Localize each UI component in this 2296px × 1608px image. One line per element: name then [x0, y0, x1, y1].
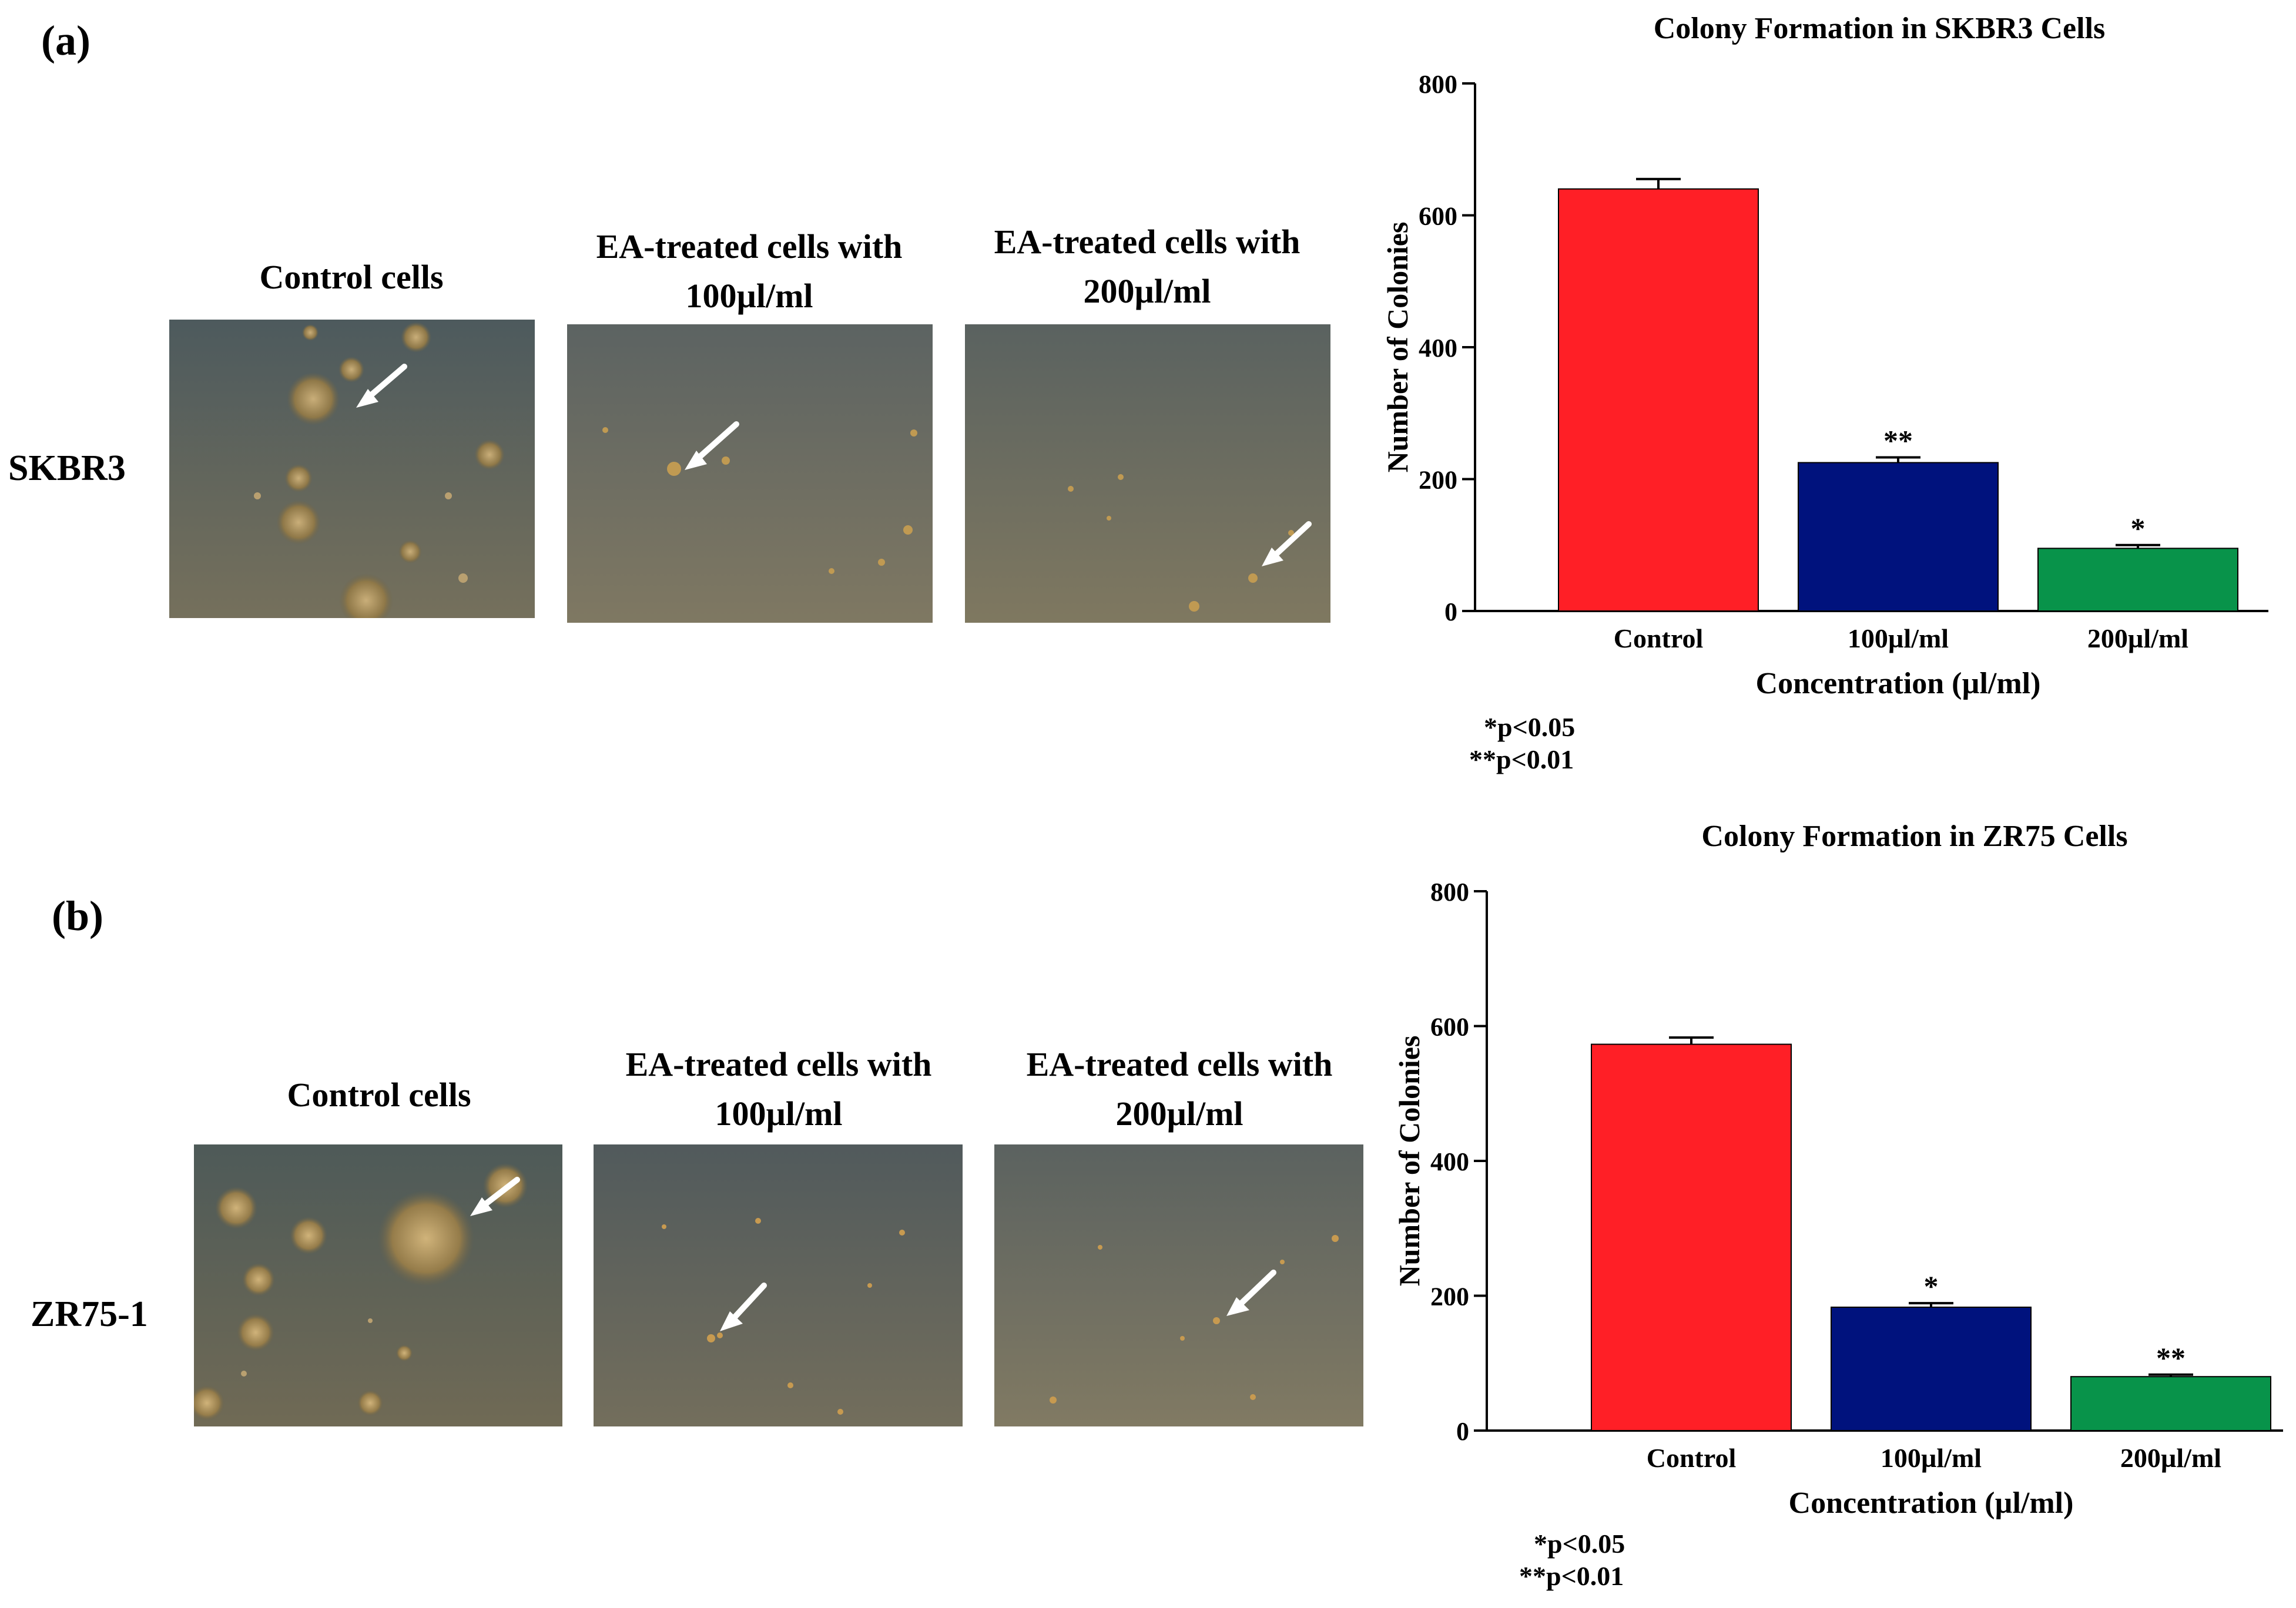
x-tick-label: Control — [1614, 623, 1704, 653]
significance-notes-a: *p<0.05 **p<0.01 — [1469, 711, 1575, 776]
caption-b-control: Control cells — [194, 1070, 564, 1120]
micrograph-zr75-200 — [994, 1144, 1363, 1426]
caption-line: 200µl/ml — [1115, 1095, 1243, 1133]
micrograph-zr75-100 — [594, 1144, 963, 1426]
significance-marker: ** — [2156, 1341, 2186, 1374]
caption-line: Control cells — [287, 1076, 471, 1114]
chart-zr75-svg: Colony Formation in ZR75 Cells 0 200 400 600… — [1393, 820, 2283, 1520]
row-label-zr75: ZR75-1 — [31, 1294, 148, 1334]
x-tick-label: 100µl/ml — [1881, 1443, 1982, 1473]
note-single-star: *p<0.05 — [1534, 1529, 1625, 1559]
caption-line: 100µl/ml — [715, 1095, 843, 1133]
bar — [1558, 188, 1759, 612]
x-axis-label: Concentration (µl/ml) — [1789, 1486, 2074, 1520]
chart-skbr3: Colony Formation in SKBR3 Cells 0 200 400 60… — [1369, 6, 2286, 729]
caption-a-100: EA-treated cells with 100µl/ml — [567, 222, 931, 321]
y-tick-label: 200 — [1419, 466, 1457, 495]
bar — [1798, 462, 1999, 612]
caption-a-200: EA-treated cells with 200µl/ml — [965, 217, 1329, 316]
caption-b-100: EA-treated cells with 100µl/ml — [594, 1040, 964, 1139]
y-tick-label: 200 — [1430, 1283, 1469, 1311]
panel-label-b: (b) — [52, 892, 103, 939]
caption-line: 100µl/ml — [685, 277, 813, 315]
y-tick-label: 600 — [1419, 202, 1457, 231]
y-tick-label: 400 — [1419, 334, 1457, 362]
y-tick-label: 0 — [1444, 597, 1457, 626]
bar — [2037, 548, 2238, 612]
micrograph-skbr3-200 — [965, 324, 1330, 623]
micrograph-zr75-control — [194, 1144, 562, 1426]
bar — [1831, 1307, 2032, 1431]
bar — [1591, 1043, 1792, 1432]
note-single-star: *p<0.05 — [1484, 712, 1576, 742]
caption-line: EA-treated cells with — [994, 223, 1300, 261]
x-tick-label: 100µl/ml — [1848, 623, 1949, 653]
micrograph-skbr3-control — [169, 320, 535, 618]
y-tick-label: 400 — [1430, 1147, 1469, 1176]
chart-title: Colony Formation in SKBR3 Cells — [1654, 12, 2106, 45]
y-tick-label: 800 — [1430, 878, 1469, 907]
x-tick-label: Control — [1647, 1443, 1737, 1473]
significance-marker: * — [1924, 1270, 1939, 1302]
caption-line: EA-treated cells with — [596, 227, 903, 266]
caption-line: 200µl/ml — [1083, 272, 1211, 311]
y-tick-label: 800 — [1419, 70, 1457, 99]
x-tick-label: 200µl/ml — [2087, 623, 2188, 653]
significance-notes-b: *p<0.05 **p<0.01 — [1519, 1528, 1625, 1592]
bar — [2070, 1376, 2271, 1432]
caption-b-200: EA-treated cells with 200µl/ml — [994, 1040, 1365, 1139]
y-axis-label: Number of Colonies — [1381, 222, 1414, 473]
caption-line: EA-treated cells with — [1026, 1045, 1333, 1083]
note-double-star: **p<0.01 — [1519, 1561, 1624, 1592]
chart-skbr3-svg: Colony Formation in SKBR3 Cells 0 200 400 60… — [1381, 12, 2268, 700]
x-axis-label: Concentration (µl/ml) — [1756, 667, 2041, 700]
chart-title: Colony Formation in ZR75 Cells — [1701, 820, 2127, 853]
x-tick-label: 200µl/ml — [2120, 1443, 2221, 1473]
significance-marker: ** — [1883, 424, 1913, 456]
significance-marker: * — [2131, 512, 2146, 545]
row-label-skbr3: SKBR3 — [8, 448, 126, 488]
y-tick-label: 600 — [1430, 1013, 1469, 1042]
chart-zr75: Colony Formation in ZR75 Cells 0 200 400 600… — [1387, 814, 2295, 1536]
micrograph-skbr3-100 — [567, 324, 933, 623]
caption-a-control: Control cells — [169, 253, 534, 302]
caption-line: EA-treated cells with — [625, 1045, 932, 1083]
note-double-star: **p<0.01 — [1469, 744, 1574, 775]
panel-label-a: (a) — [41, 17, 91, 64]
y-tick-label: 0 — [1456, 1417, 1469, 1446]
y-axis-label: Number of Colonies — [1393, 1036, 1426, 1287]
caption-line: Control cells — [259, 258, 444, 296]
